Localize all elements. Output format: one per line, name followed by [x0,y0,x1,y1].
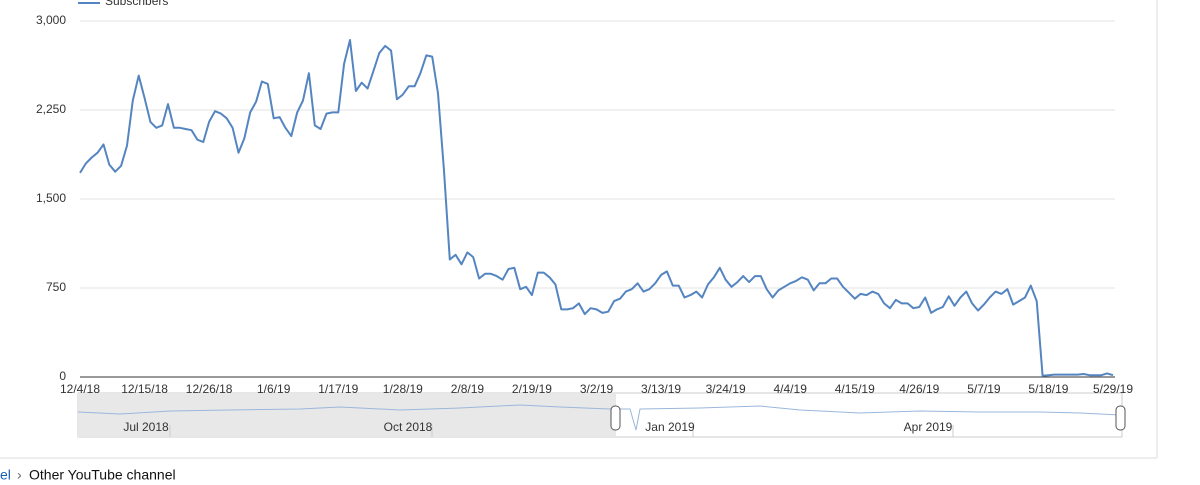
y-tick-label: 1,500 [36,191,66,205]
x-tick-label: 3/13/19 [641,382,681,396]
x-tick-label: 3/2/19 [580,382,614,396]
navigator-label: Jan 2019 [645,420,695,434]
x-tick-label: 12/15/18 [121,382,168,396]
breadcrumb-separator: › [17,467,22,480]
navigator: Jul 2018 Oct 2018 Jan 2019 Apr 2019 [77,392,1126,438]
navigator-handle[interactable] [1115,405,1126,431]
navigator-label: Apr 2019 [904,420,953,434]
navigator-line [77,404,1121,431]
x-tick-label: 2/19/19 [512,382,552,396]
breadcrumb-item[interactable]: el [0,467,11,483]
x-tick-label: 12/4/18 [60,382,100,396]
y-tick-label: 0 [59,369,66,383]
x-tick-label: 5/29/19 [1093,382,1133,396]
x-tick-label: 5/18/19 [1028,382,1068,396]
x-tick-label: 3/24/19 [706,382,746,396]
navigator-shade [78,393,616,437]
x-tick-label: 1/17/19 [318,382,358,396]
navigator-label: Jul 2018 [123,420,169,434]
y-tick-label: 2,250 [36,102,66,116]
x-tick-label: 1/6/19 [257,382,291,396]
legend-label: Subscribers [105,0,168,8]
x-tick-label: 4/26/19 [899,382,939,396]
series-line [79,39,1114,377]
y-tick-label: 750 [46,280,66,294]
x-tick-label: 1/28/19 [383,382,423,396]
x-tick-label: 2/8/19 [451,382,485,396]
x-tick-label: 4/4/19 [774,382,808,396]
x-tick-label: 5/7/19 [967,382,1001,396]
x-tick-label: 12/26/18 [186,382,233,396]
breadcrumb-item[interactable]: Other YouTube channel [29,467,176,483]
navigator-label: Oct 2018 [384,420,433,434]
navigator-handle[interactable] [610,405,621,431]
x-tick-label: 4/15/19 [835,382,875,396]
y-tick-label: 3,000 [36,13,66,27]
breadcrumb: el › Other YouTube channel [0,467,176,483]
